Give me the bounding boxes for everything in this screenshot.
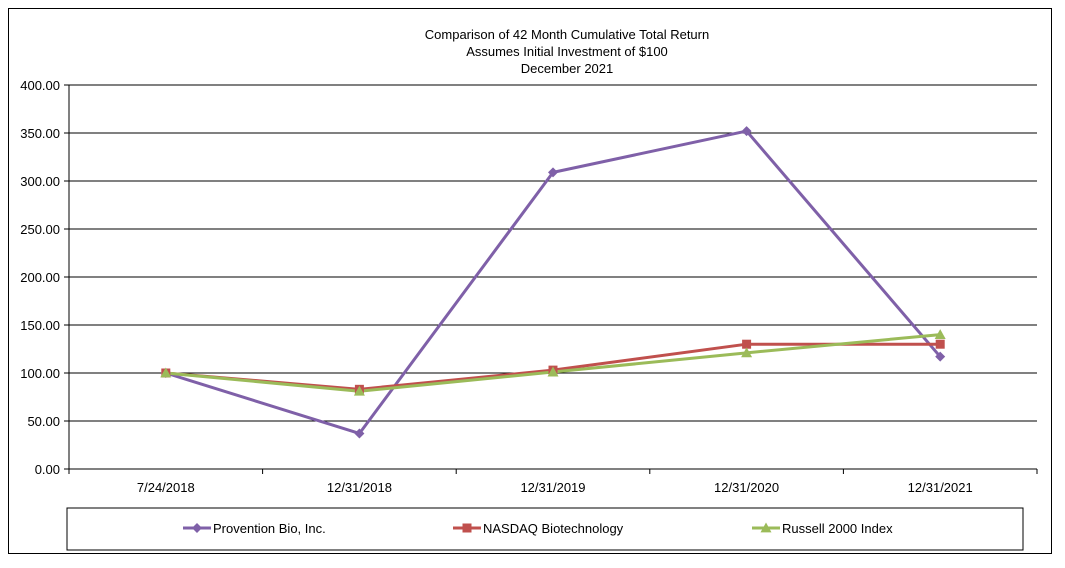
legend-label: Russell 2000 Index xyxy=(782,521,893,536)
x-tick-label: 12/31/2018 xyxy=(327,480,392,495)
legend-label: Provention Bio, Inc. xyxy=(213,521,326,536)
legend-marker xyxy=(760,522,772,533)
data-point xyxy=(934,329,946,339)
y-tick-label: 50.00 xyxy=(27,414,60,429)
chart-frame xyxy=(8,8,1052,554)
chart-title-line-1: Comparison of 42 Month Cumulative Total … xyxy=(425,27,709,42)
gridlines xyxy=(69,84,1037,422)
x-tick-label: 12/31/2020 xyxy=(714,480,779,495)
data-point xyxy=(547,366,559,377)
legend: Provention Bio, Inc. NASDAQ Biotechnology… xyxy=(66,507,1024,551)
x-axis: 7/24/2018 12/31/2018 12/31/2019 12/31/2020 1… xyxy=(68,468,1038,495)
data-point xyxy=(935,351,946,362)
y-tick-label: 0.00 xyxy=(35,462,60,477)
data-point xyxy=(741,126,752,137)
x-tick-label: 12/31/2019 xyxy=(520,480,585,495)
y-axis: 0.00 50.00 100.00 150.00 200.00 250.00 300.00 3… xyxy=(20,78,70,477)
y-tick-label: 250.00 xyxy=(20,222,60,237)
legend-box xyxy=(66,507,1024,551)
x-tick-label: 12/31/2021 xyxy=(908,480,973,495)
y-tick-label: 200.00 xyxy=(20,270,60,285)
data-point xyxy=(741,347,753,358)
data-point xyxy=(354,428,365,439)
data-point xyxy=(935,339,945,349)
y-tick-label: 100.00 xyxy=(20,366,60,381)
data-point xyxy=(742,339,752,349)
legend-marker xyxy=(192,523,202,533)
data-point xyxy=(160,367,172,378)
y-tick-label: 300.00 xyxy=(20,174,60,189)
y-tick-label: 350.00 xyxy=(20,126,60,141)
data-point xyxy=(353,385,365,396)
legend-label: NASDAQ Biotechnology xyxy=(483,521,624,536)
y-tick-label: 400.00 xyxy=(20,78,60,93)
chart-title-line-3: December 2021 xyxy=(521,61,614,76)
legend-marker xyxy=(462,523,472,533)
series-lines xyxy=(160,126,946,439)
data-point xyxy=(548,167,558,178)
chart-title-line-2: Assumes Initial Investment of $100 xyxy=(466,44,668,59)
chart-title: Comparison of 42 Month Cumulative Total … xyxy=(425,27,709,76)
y-tick-label: 150.00 xyxy=(20,318,60,333)
x-tick-label: 7/24/2018 xyxy=(137,480,195,495)
